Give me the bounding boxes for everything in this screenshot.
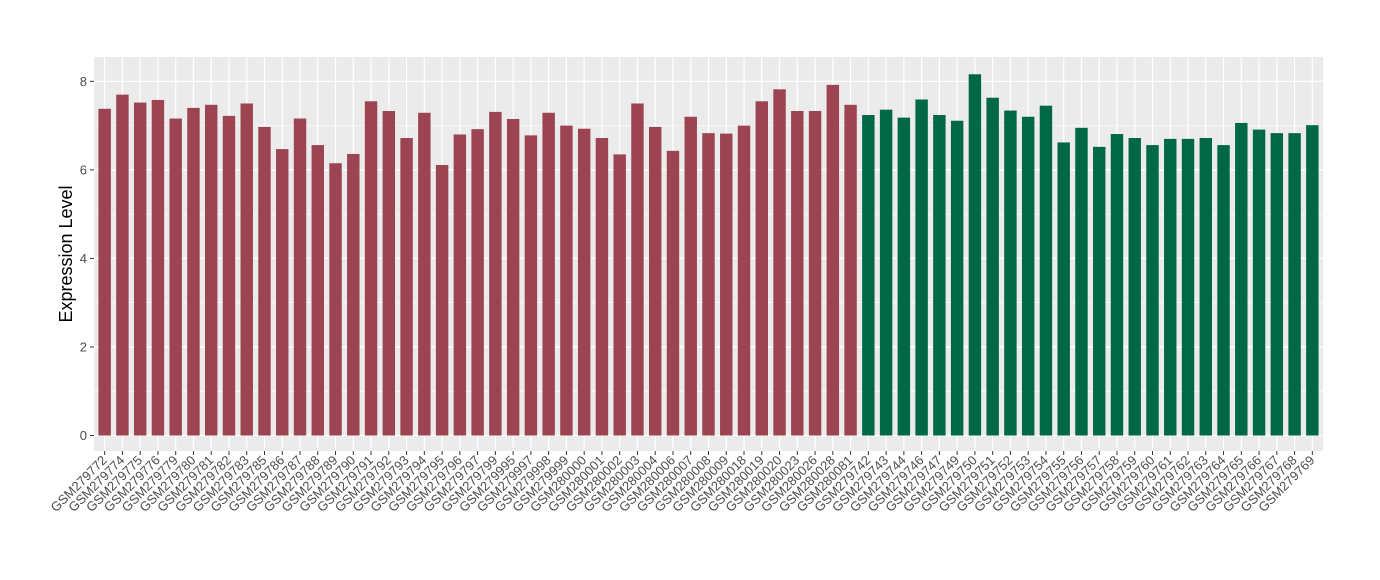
bar — [1093, 146, 1106, 436]
bar — [808, 111, 822, 436]
bar — [222, 115, 236, 436]
bar — [435, 165, 449, 436]
bar — [1075, 127, 1088, 436]
bar — [364, 101, 378, 436]
bar — [116, 94, 129, 436]
bar — [1021, 116, 1035, 436]
bar — [684, 116, 697, 436]
bar — [542, 112, 555, 436]
bar — [826, 84, 840, 436]
y-tick-label: 2 — [80, 339, 87, 354]
bar — [560, 125, 573, 436]
bar — [1057, 142, 1070, 436]
bar — [862, 114, 875, 436]
bar — [276, 149, 289, 436]
y-tick-label: 8 — [80, 74, 87, 89]
bar — [968, 74, 982, 436]
bar — [1146, 145, 1159, 436]
y-tick-label: 0 — [80, 428, 87, 443]
bar — [702, 133, 715, 436]
bar — [879, 109, 893, 436]
bar — [471, 129, 484, 436]
bar — [453, 134, 467, 436]
bar — [720, 133, 733, 436]
bar — [382, 111, 396, 436]
bar — [293, 118, 307, 436]
bar — [133, 102, 147, 436]
bar — [1217, 145, 1230, 436]
y-axis-title: Expression Level — [56, 185, 76, 322]
bar — [1181, 138, 1195, 436]
bar — [577, 128, 591, 436]
bar — [489, 111, 502, 436]
bar — [1252, 129, 1266, 436]
bar — [915, 99, 928, 436]
bar — [595, 138, 609, 436]
bar — [1004, 110, 1017, 436]
bar — [791, 111, 804, 436]
bar — [240, 103, 253, 436]
bar — [329, 163, 342, 436]
bar — [1288, 133, 1301, 436]
bar — [950, 120, 964, 436]
bar — [98, 108, 111, 436]
bar — [258, 126, 271, 436]
bar — [613, 154, 626, 436]
bar — [524, 135, 538, 436]
bar — [1199, 138, 1212, 436]
bar — [631, 103, 644, 436]
bar — [933, 114, 946, 436]
bar — [755, 101, 768, 436]
bar — [1235, 122, 1248, 436]
bar — [1306, 125, 1319, 436]
bar — [418, 112, 431, 436]
bar — [400, 138, 413, 436]
bar — [1039, 105, 1053, 436]
bar — [311, 145, 324, 436]
y-tick-label: 4 — [80, 251, 87, 266]
y-tick-label: 6 — [80, 162, 87, 177]
bar — [1270, 133, 1284, 436]
y-axis: 0 2 4 6 8 — [80, 74, 94, 443]
bar — [649, 126, 662, 436]
x-axis: GSM279772GSM279774GSM279775GSM279776GSM2… — [48, 451, 1317, 515]
bar — [169, 118, 182, 436]
bar — [986, 97, 999, 436]
bar — [1110, 134, 1124, 436]
bar — [205, 104, 218, 436]
bar — [844, 104, 857, 436]
bar — [737, 125, 751, 436]
bar — [897, 117, 911, 436]
bar — [151, 99, 165, 436]
bar — [1164, 138, 1177, 436]
bar — [347, 153, 360, 436]
bar — [773, 89, 786, 436]
bar — [666, 150, 680, 436]
bar — [187, 107, 200, 436]
bar — [506, 118, 520, 436]
bars — [98, 74, 1319, 436]
bar — [1128, 138, 1141, 436]
